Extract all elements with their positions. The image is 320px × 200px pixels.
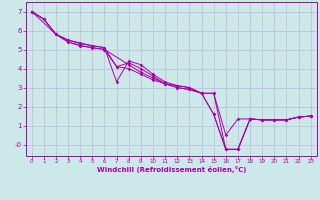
X-axis label: Windchill (Refroidissement éolien,°C): Windchill (Refroidissement éolien,°C) — [97, 166, 246, 173]
